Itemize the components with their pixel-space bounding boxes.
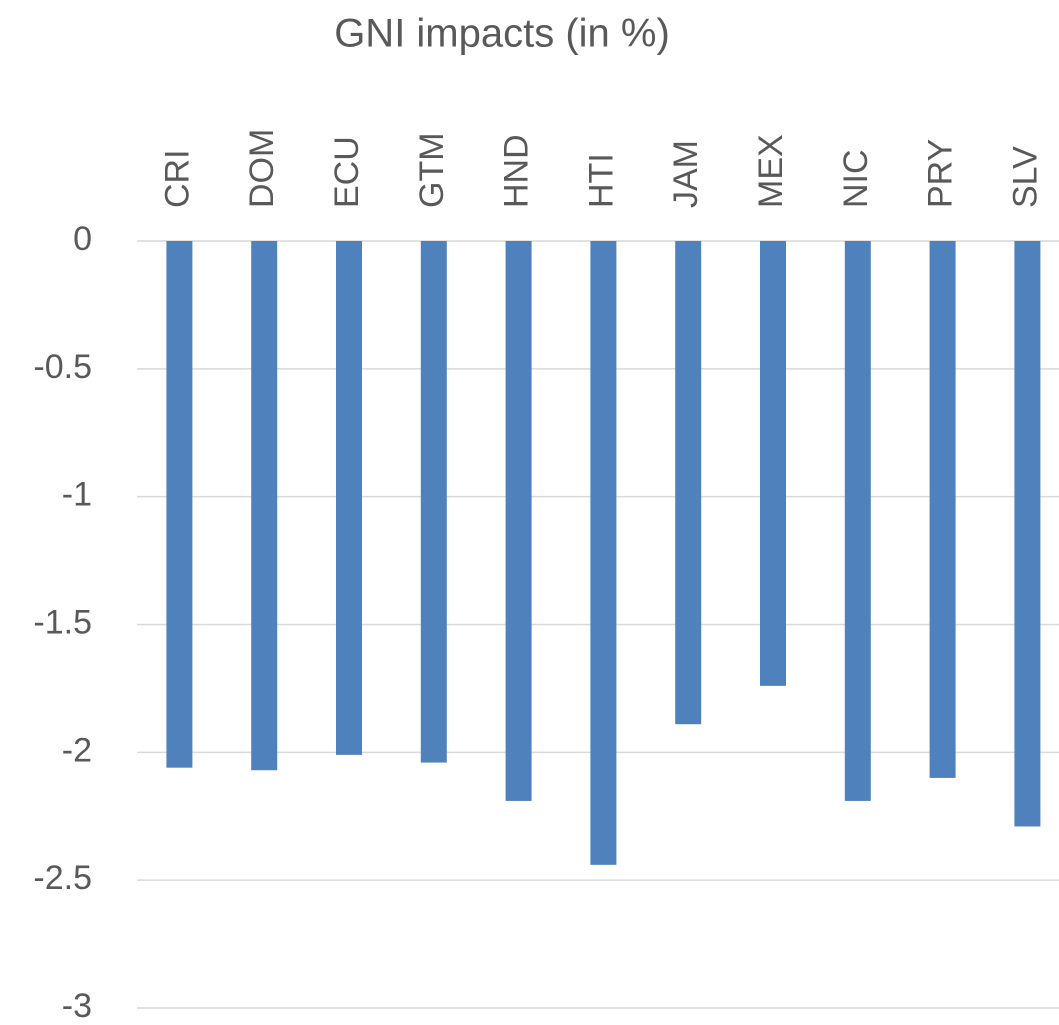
bar <box>590 241 617 865</box>
chart-title: GNI impacts (in %) <box>334 12 670 56</box>
bar <box>505 241 532 801</box>
bar <box>1014 241 1041 827</box>
bar <box>166 241 193 768</box>
bar <box>929 241 956 778</box>
bar <box>675 241 702 725</box>
x-tick-label: CRI <box>158 149 196 208</box>
x-tick-label: JAM <box>667 140 705 208</box>
x-tick-label: NIC <box>837 149 875 208</box>
x-tick-label: PRY <box>922 139 960 208</box>
bar <box>760 241 786 686</box>
y-tick-label: -1.5 <box>33 603 92 641</box>
x-tick-label: GTM <box>413 132 451 208</box>
x-tick-label: MEX <box>752 134 790 208</box>
x-tick-label: DOM <box>243 129 281 208</box>
y-tick-label: -3 <box>62 987 92 1025</box>
bar <box>844 241 871 801</box>
bar <box>251 241 278 771</box>
y-tick-label: -2.5 <box>33 859 92 897</box>
y-tick-label: -0.5 <box>33 348 92 386</box>
y-tick-label: -2 <box>62 731 92 769</box>
y-tick-label: -1 <box>62 476 92 514</box>
x-tick-label: SLV <box>1006 146 1044 208</box>
bar <box>420 241 447 763</box>
y-tick-label: 0 <box>73 220 92 258</box>
bar <box>336 241 362 755</box>
x-tick-label: HND <box>498 134 536 208</box>
x-tick-label: HTI <box>582 153 620 208</box>
x-tick-label: ECU <box>328 136 366 208</box>
